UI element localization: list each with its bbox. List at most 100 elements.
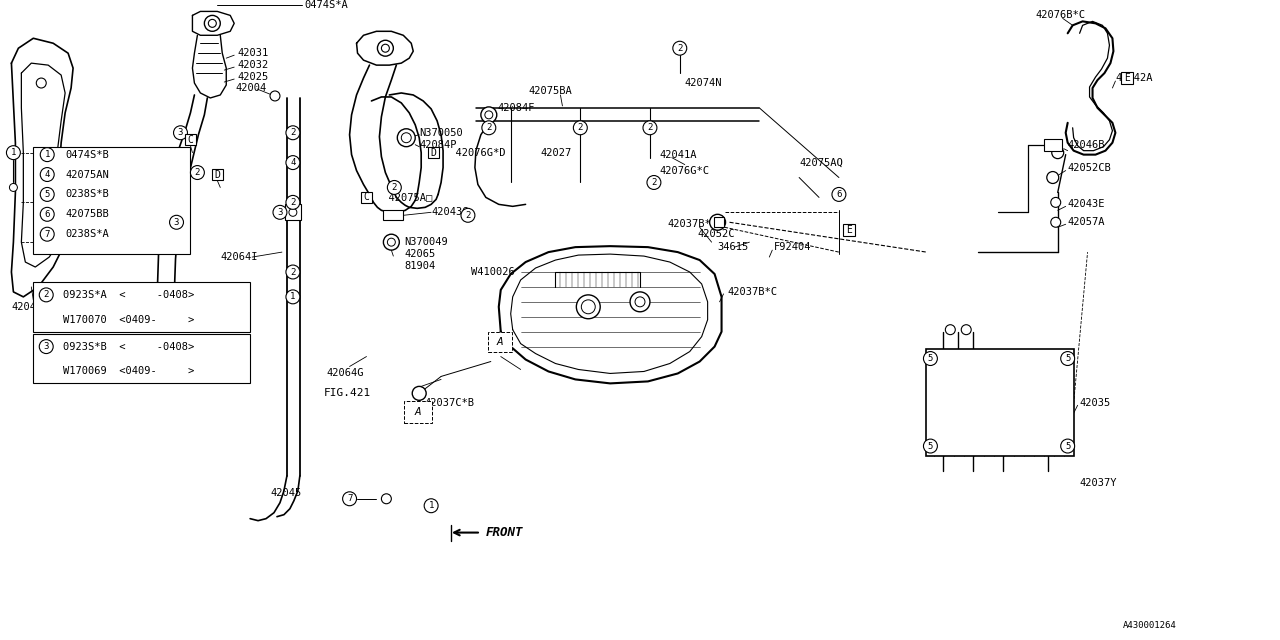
Text: 42027: 42027	[540, 148, 572, 157]
Bar	[488, 332, 512, 351]
Text: 0923S*A  <     -0408>: 0923S*A < -0408>	[63, 290, 195, 300]
Circle shape	[1052, 147, 1064, 159]
Text: 42004: 42004	[236, 83, 266, 93]
Circle shape	[40, 340, 54, 353]
Text: 42035: 42035	[1079, 398, 1111, 408]
Text: 81904: 81904	[404, 261, 435, 271]
Text: 42075AN: 42075AN	[65, 170, 109, 180]
Text: 6: 6	[45, 210, 50, 219]
Text: 42046B: 42046B	[1068, 140, 1105, 150]
Bar	[285, 204, 301, 220]
Text: 42043E: 42043E	[1068, 200, 1105, 209]
Text: 42052C: 42052C	[698, 229, 735, 239]
Circle shape	[381, 494, 392, 504]
Text: 3: 3	[174, 218, 179, 227]
Text: 42084P: 42084P	[420, 140, 457, 150]
Circle shape	[40, 148, 54, 162]
Text: 7: 7	[347, 494, 352, 503]
Circle shape	[285, 195, 300, 209]
Circle shape	[481, 121, 495, 135]
Text: E: E	[1124, 73, 1130, 83]
Circle shape	[40, 288, 54, 302]
Circle shape	[270, 91, 280, 101]
Text: C: C	[364, 193, 370, 202]
Text: D: D	[214, 170, 220, 180]
Circle shape	[925, 441, 936, 451]
Text: 42043G: 42043G	[431, 207, 468, 218]
Bar	[844, 224, 855, 236]
Circle shape	[646, 175, 660, 189]
Text: 2: 2	[648, 124, 653, 132]
Text: 3: 3	[44, 342, 49, 351]
Bar	[33, 147, 191, 254]
Bar	[1121, 72, 1133, 84]
Circle shape	[576, 295, 600, 319]
Bar	[384, 211, 403, 220]
Text: 2: 2	[392, 183, 397, 192]
Text: 2: 2	[291, 128, 296, 137]
Text: 42075A□: 42075A□	[376, 193, 433, 202]
Text: 42045: 42045	[270, 488, 301, 498]
Circle shape	[946, 324, 955, 335]
Text: 42045A: 42045A	[12, 302, 49, 312]
Text: 3: 3	[178, 128, 183, 137]
Bar	[713, 218, 723, 227]
Circle shape	[384, 234, 399, 250]
Text: 42084F: 42084F	[498, 103, 535, 113]
Text: 42076G*C: 42076G*C	[660, 166, 710, 175]
Text: 42075BB: 42075BB	[65, 209, 109, 220]
Circle shape	[388, 180, 402, 195]
Circle shape	[635, 297, 645, 307]
Text: 42037B*B: 42037B*B	[668, 220, 718, 229]
Bar	[361, 192, 372, 203]
Text: N370049: N370049	[404, 237, 448, 247]
Circle shape	[485, 111, 493, 119]
Text: 42074N: 42074N	[685, 78, 722, 88]
Text: 5: 5	[1065, 354, 1070, 363]
Text: E: E	[846, 225, 851, 236]
Bar	[33, 333, 250, 383]
Text: W170070  <0409-     >: W170070 <0409- >	[63, 315, 195, 324]
Text: A430001264: A430001264	[1123, 621, 1176, 630]
Circle shape	[285, 126, 300, 140]
Text: 42042A: 42042A	[1115, 73, 1153, 83]
Circle shape	[285, 265, 300, 279]
Text: 2: 2	[486, 124, 492, 132]
Text: FRONT: FRONT	[486, 526, 524, 539]
Text: 42075BA: 42075BA	[529, 86, 572, 96]
Text: 7: 7	[45, 230, 50, 239]
Bar	[1043, 139, 1061, 150]
Text: D: D	[430, 148, 436, 157]
Text: 2: 2	[652, 178, 657, 187]
Text: 1: 1	[10, 148, 17, 157]
Circle shape	[412, 387, 426, 400]
Text: C: C	[187, 134, 193, 145]
Circle shape	[643, 121, 657, 135]
Text: 42075AQ: 42075AQ	[799, 157, 844, 168]
Circle shape	[925, 353, 936, 364]
Text: 2: 2	[465, 211, 471, 220]
Bar	[428, 147, 439, 158]
Text: 42037B*C: 42037B*C	[727, 287, 777, 297]
Text: 2: 2	[577, 124, 582, 132]
Text: W410026: W410026	[471, 267, 515, 277]
Text: 42032: 42032	[237, 60, 269, 70]
Circle shape	[36, 78, 46, 88]
Text: 5: 5	[928, 354, 933, 363]
Text: 1: 1	[45, 150, 50, 159]
Circle shape	[285, 290, 300, 304]
Circle shape	[481, 107, 497, 123]
Circle shape	[285, 156, 300, 170]
Text: 42065: 42065	[404, 249, 435, 259]
Text: 1: 1	[429, 501, 434, 510]
Circle shape	[923, 351, 937, 365]
Text: 5: 5	[1065, 442, 1070, 451]
Text: FIG.421: FIG.421	[324, 388, 371, 398]
Text: 2: 2	[291, 198, 296, 207]
Text: N370050: N370050	[420, 128, 463, 138]
Text: 4: 4	[45, 170, 50, 179]
Circle shape	[1062, 441, 1073, 451]
Circle shape	[402, 132, 411, 143]
Circle shape	[1061, 439, 1075, 453]
Text: 5: 5	[928, 442, 933, 451]
